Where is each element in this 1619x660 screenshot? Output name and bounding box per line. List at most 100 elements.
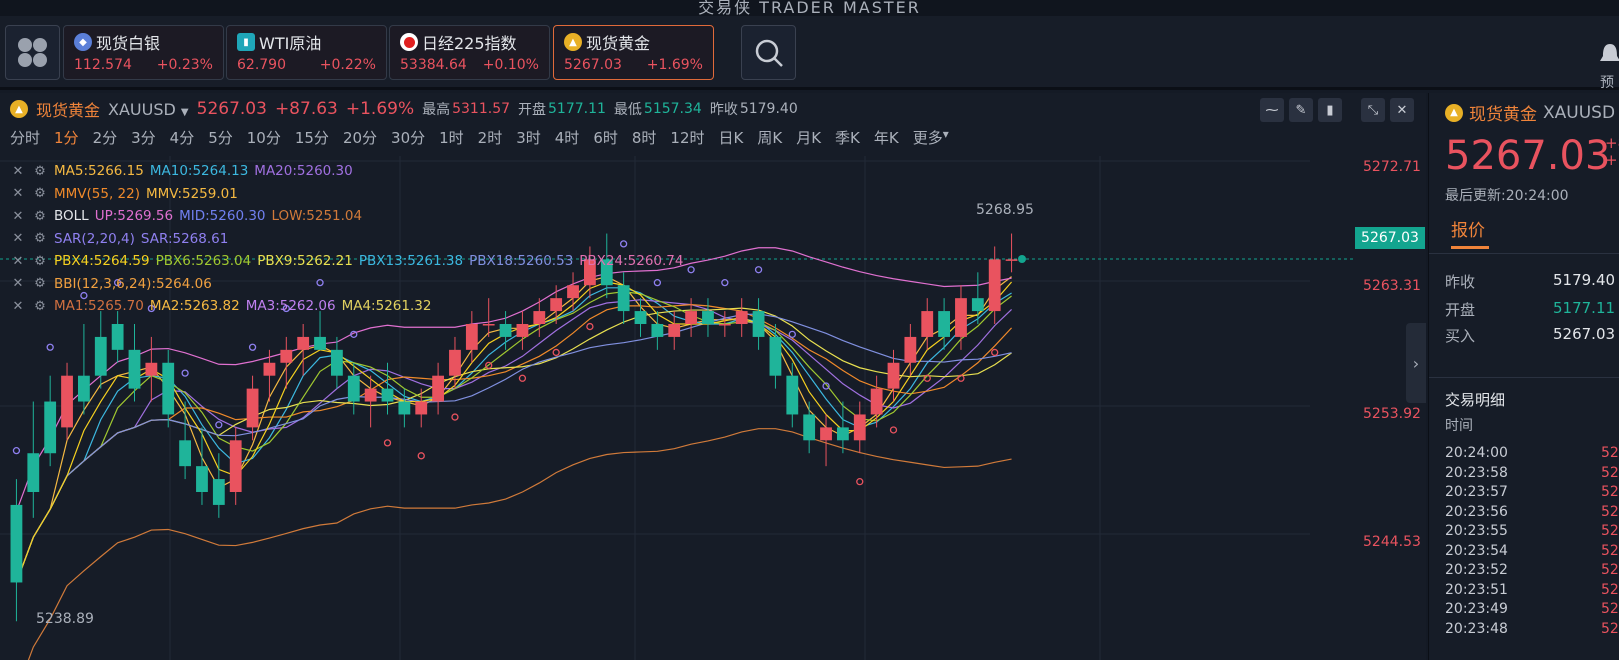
indicator-row: ✕ ⚙ MA1:5265.70 MA2:5263.82 MA3:5262.06 MA4:5… (10, 295, 683, 318)
ticker-card-oil[interactable]: ▮ WTI原油 62.790 +0.22% (226, 25, 387, 80)
ticker-change: +0.10% (482, 57, 539, 73)
close-icon: ✕ (1396, 102, 1408, 118)
period-tab[interactable]: 1分 (54, 129, 79, 147)
period-tab[interactable]: 3分 (131, 129, 156, 147)
period-tab[interactable]: 4分 (169, 129, 195, 147)
trade-price: 52 (1601, 562, 1619, 578)
quote-side-panel: ▲ 现货黄金 XAUUSD 5267.03 +87 +1.6 最后更新:20:2… (1428, 93, 1619, 660)
candle-body (229, 440, 242, 492)
indicator-settings-icon[interactable]: ⚙ (34, 163, 46, 179)
trade-price: 52 (1601, 484, 1619, 500)
indicator-button[interactable]: ⁓ (1260, 98, 1284, 122)
period-tab[interactable]: 2分 (92, 129, 118, 147)
sar-dot (619, 240, 628, 248)
draw-button[interactable]: ✎ (1289, 98, 1313, 122)
candle-body (988, 259, 1001, 312)
sar-dot (12, 446, 21, 455)
candle-body (516, 324, 529, 337)
period-tab[interactable]: 更多 (912, 129, 943, 147)
indicator-settings-icon[interactable]: ⚙ (34, 231, 46, 247)
candle-body (887, 362, 900, 389)
alert-button[interactable]: 预 (1597, 30, 1619, 91)
close-button[interactable]: ✕ (1390, 98, 1414, 122)
period-tab[interactable]: 6时 (593, 129, 618, 147)
tab-quote[interactable]: 报价 (1451, 221, 1485, 241)
indicator-value: MA2:5263.82 (149, 298, 240, 315)
remove-indicator-icon[interactable]: ✕ (12, 163, 24, 179)
period-tab[interactable]: 2时 (477, 129, 503, 147)
ticker-card-gold[interactable]: ▲ 现货黄金 5267.03 +1.69% (553, 25, 714, 80)
period-tab[interactable]: 8时 (631, 129, 657, 147)
indicator-settings-icon[interactable]: ⚙ (34, 298, 46, 314)
trade-row: 20:23:51 52 (1445, 582, 1619, 598)
period-tab[interactable]: 20分 (342, 129, 378, 147)
period-tab[interactable]: 15分 (294, 129, 329, 147)
indicator-value: SAR:5268.61 (140, 230, 229, 247)
period-tab[interactable]: 4时 (554, 129, 580, 147)
candlestick-chart[interactable] (0, 156, 1426, 660)
indicator-settings-icon[interactable]: ⚙ (34, 186, 46, 202)
period-tab[interactable]: 3时 (516, 129, 541, 147)
remove-indicator-icon[interactable]: ✕ (12, 253, 24, 269)
trade-row: 20:23:58 52 (1445, 465, 1619, 481)
search-button[interactable] (741, 25, 796, 80)
period-tab[interactable]: 月K (796, 129, 822, 147)
period-tab[interactable]: 季K (835, 129, 860, 147)
apps-menu-button[interactable] (5, 25, 60, 80)
search-icon (755, 39, 783, 67)
candle-body (870, 388, 883, 415)
period-tab[interactable]: 30分 (391, 129, 426, 147)
period-tab[interactable]: 年K (873, 129, 899, 147)
period-tab[interactable]: 10分 (246, 129, 281, 147)
indicator-settings-icon[interactable]: ⚙ (34, 276, 46, 292)
candle-body (938, 311, 951, 337)
remove-indicator-icon[interactable]: ✕ (12, 186, 24, 202)
period-tab[interactable]: 5分 (208, 129, 233, 147)
candle-body (533, 311, 546, 324)
indicator-settings-icon[interactable]: ⚙ (34, 253, 46, 269)
sar-dot (687, 266, 695, 274)
period-tab[interactable]: 日K (718, 129, 744, 147)
chart-tools: ⁓ ✎ ▮ (1260, 98, 1342, 122)
side-symbol: XAUUSD (1543, 102, 1616, 123)
sar-dot (923, 374, 931, 382)
trade-row: 20:23:55 52 (1445, 523, 1619, 539)
ticker-card-nikkei[interactable]: 日经225指数 53384.64 +0.10% (389, 25, 550, 80)
ticker-price: 112.574 (74, 57, 132, 73)
candle-body (398, 401, 411, 415)
chart-type-button[interactable]: ▮ (1318, 98, 1342, 122)
low-value: 5157.34 (643, 101, 702, 117)
stat-value: 5179.40 (1553, 271, 1616, 289)
candle-body (617, 285, 630, 312)
side-price: 5267.03 (1445, 133, 1611, 179)
boll-lower-line (27, 428, 1012, 660)
candle-body (212, 479, 225, 505)
stat-value: 5267.03 (1553, 325, 1616, 343)
candle-body (162, 362, 175, 415)
period-tab[interactable]: 1时 (439, 129, 464, 147)
remove-indicator-icon[interactable]: ✕ (12, 231, 24, 247)
remove-indicator-icon[interactable]: ✕ (12, 298, 24, 314)
indicator-value: PBX9:5262.21 (257, 253, 353, 270)
sar-dot (350, 330, 358, 338)
ticker-card-silver[interactable]: ◆ 现货白银 112.574 +0.23% (63, 25, 224, 80)
indicator-settings-icon[interactable]: ⚙ (34, 208, 46, 224)
remove-indicator-icon[interactable]: ✕ (12, 276, 24, 292)
symbol-selector[interactable]: XAUUSD ▼ (108, 100, 189, 119)
collapse-button[interactable]: ⤡ (1361, 98, 1385, 122)
candle-body (735, 311, 748, 324)
period-tab[interactable]: 周K (757, 129, 783, 147)
panel-toggle-button[interactable]: › (1406, 323, 1426, 403)
sar-dot (485, 361, 493, 370)
period-tab[interactable]: 12时 (670, 129, 705, 147)
candle-body (550, 298, 563, 312)
chevron-down-icon: ▼ (180, 106, 189, 118)
trade-detail-title: 交易明细 (1445, 391, 1506, 409)
indicator-row: ✕ ⚙ BBI(12,3,6,24):5264.06 (10, 273, 683, 296)
remove-indicator-icon[interactable]: ✕ (12, 208, 24, 224)
candle-body (196, 466, 208, 492)
moving-average-line (15, 299, 1012, 583)
period-tab[interactable]: 分时 (10, 129, 41, 147)
sar-dot (518, 374, 527, 382)
boll-upper-line (15, 247, 1012, 512)
